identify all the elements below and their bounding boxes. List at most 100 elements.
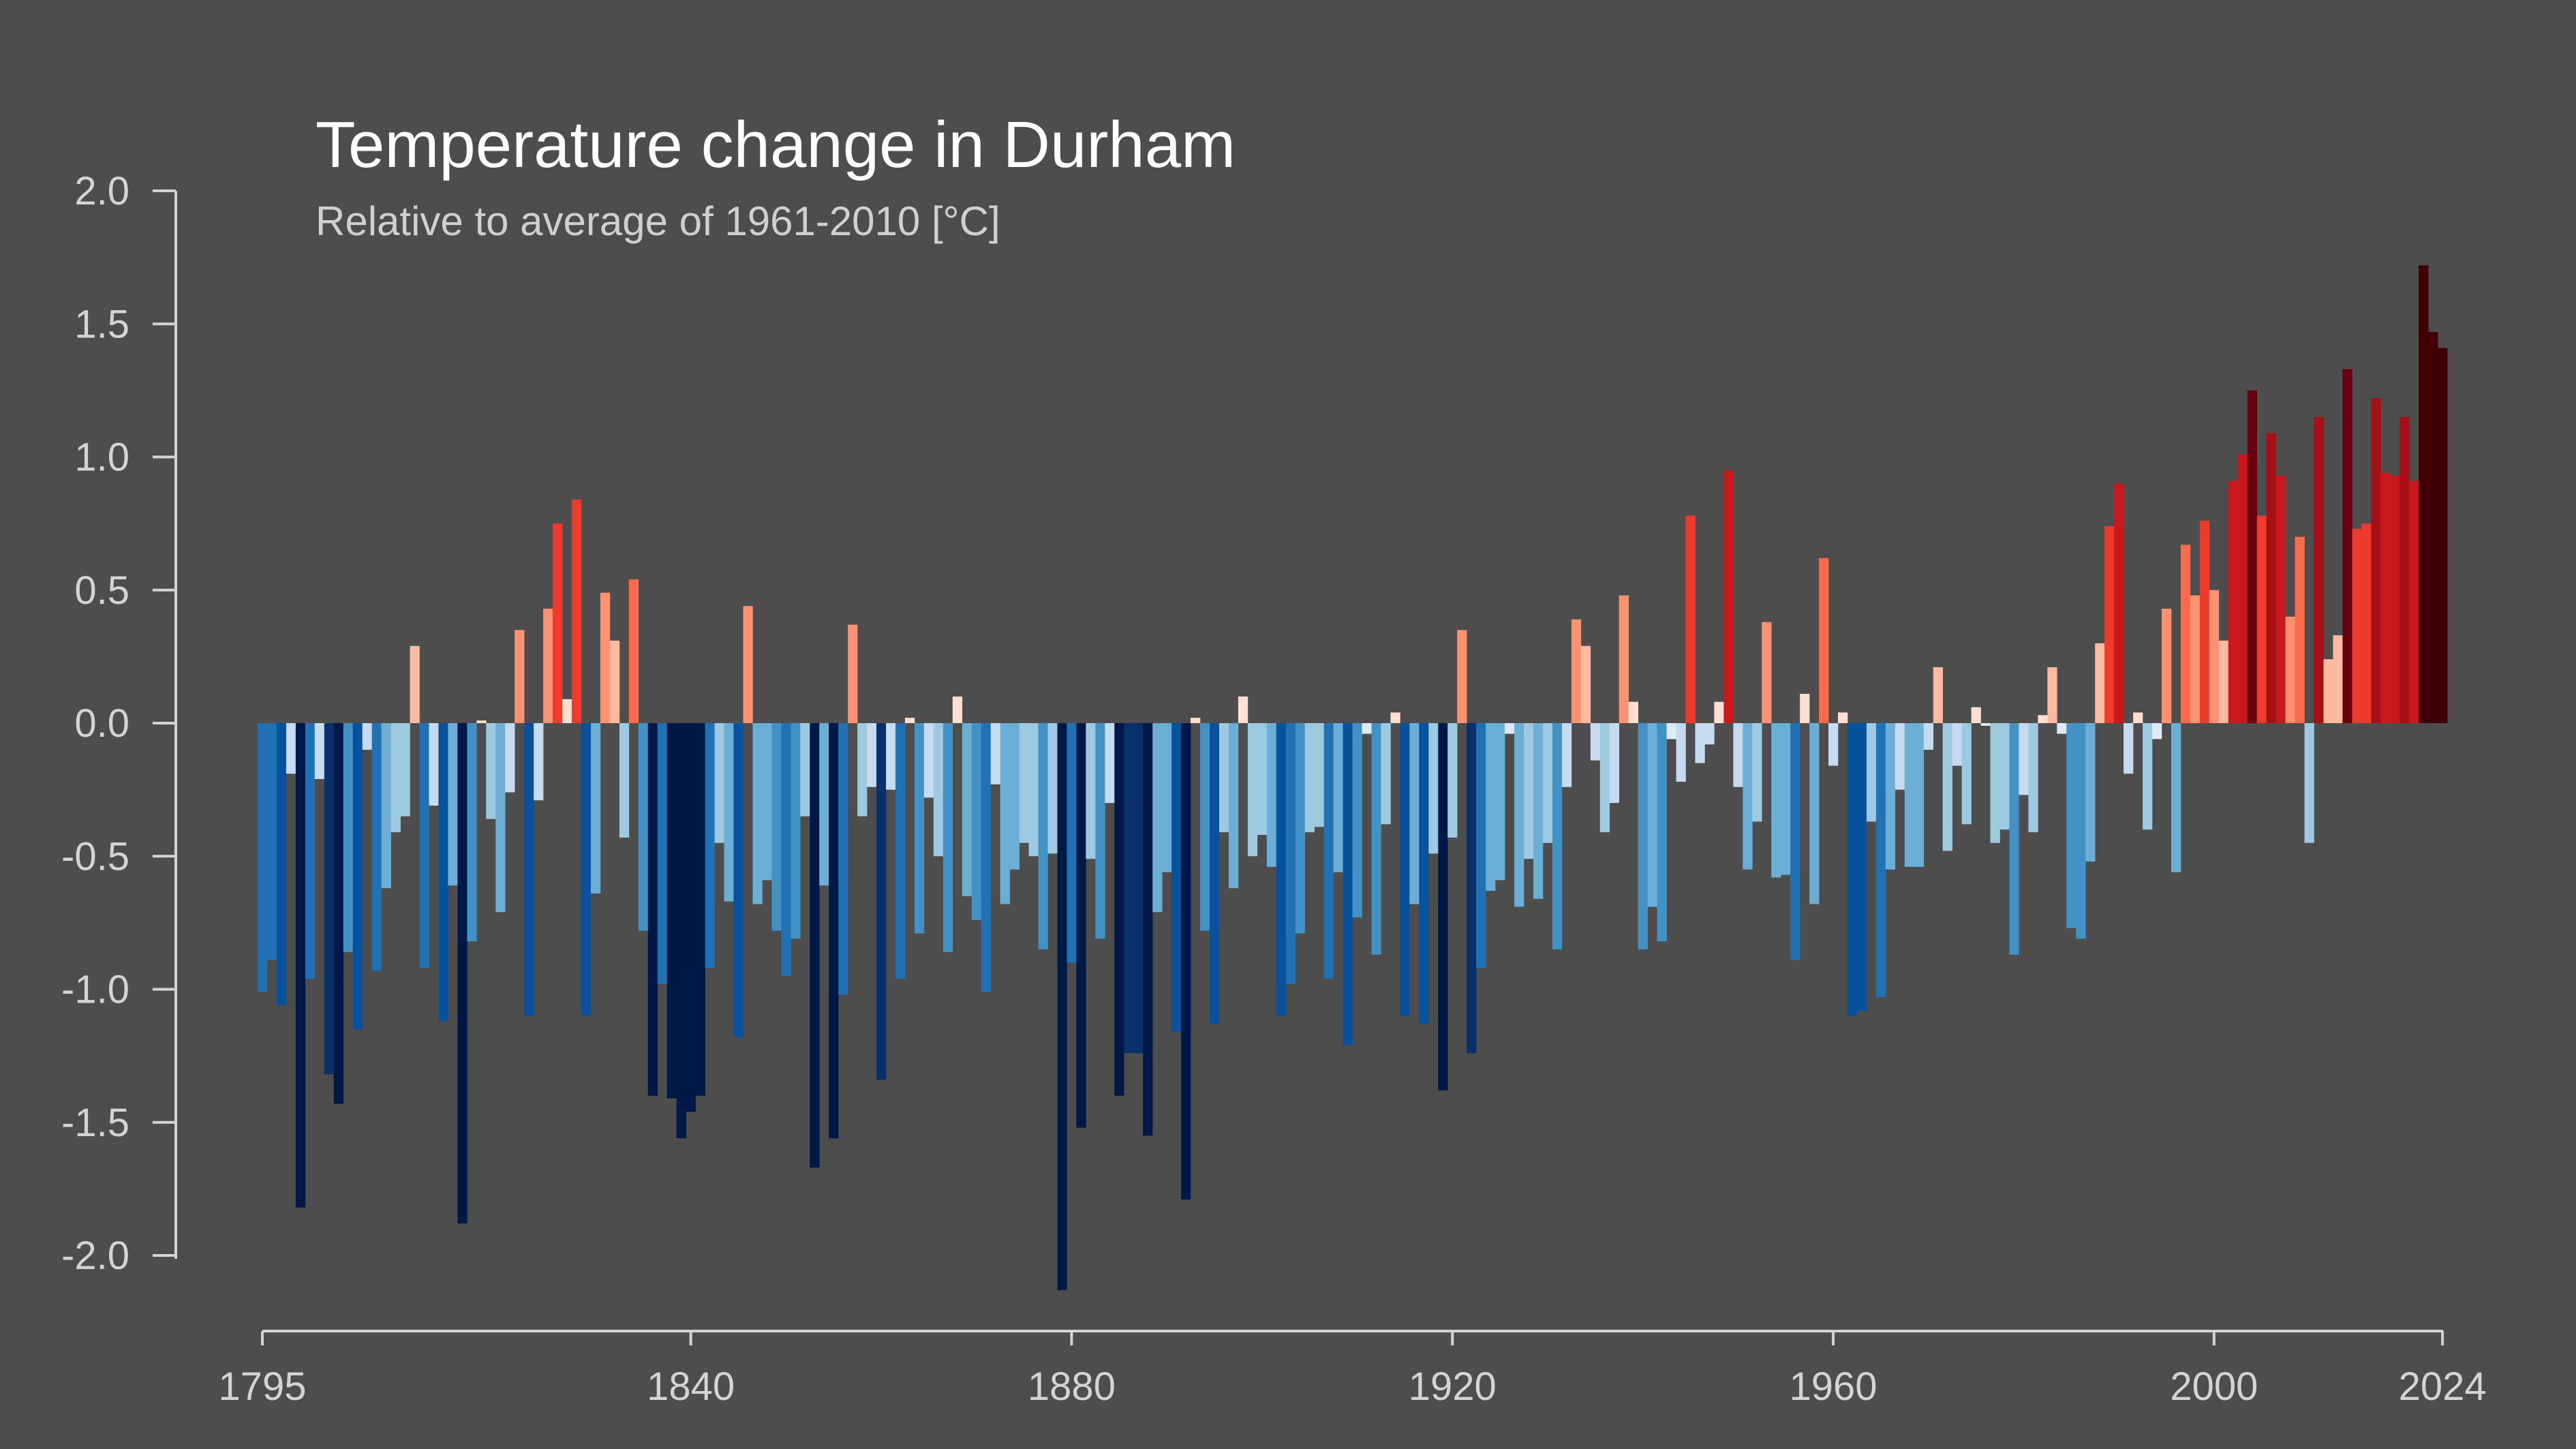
bar-1934: [1580, 645, 1591, 723]
bar-1840: [686, 723, 696, 1112]
bar-1845: [733, 723, 743, 1037]
bar-1904: [1295, 723, 1306, 934]
bar-1950: [1733, 723, 1743, 787]
bar-1864: [914, 723, 925, 934]
bar-1986: [2076, 723, 2086, 939]
bar-1891: [1171, 723, 1182, 1032]
y-tick-label: -2.0: [61, 1234, 129, 1278]
bar-1935: [1590, 723, 1601, 761]
bar-1880: [1067, 723, 1077, 963]
bar-1944: [1676, 723, 1686, 782]
bar-1828: [572, 499, 582, 723]
bar-1952: [1752, 723, 1762, 822]
bar-1827: [562, 699, 572, 723]
bar-1847: [752, 723, 763, 904]
bar-2004: [2247, 390, 2258, 724]
bar-1814: [438, 723, 448, 1022]
bar-1928: [1524, 723, 1534, 859]
bar-1949: [1723, 470, 1734, 723]
bar-1886: [1124, 723, 1134, 1054]
bar-1939: [1628, 701, 1638, 723]
bar-1911: [1362, 723, 1372, 734]
bar-1941: [1647, 723, 1657, 907]
bar-1977: [1990, 723, 2000, 843]
bar-1853: [810, 723, 820, 1168]
bar-1862: [895, 723, 906, 979]
y-tick-label: 2.0: [74, 169, 129, 213]
bar-1916: [1409, 723, 1420, 904]
bar-1978: [1999, 723, 2010, 830]
bar-2016: [2361, 523, 2372, 724]
bar-1903: [1285, 723, 1296, 984]
bar-1892: [1181, 723, 1191, 1200]
bar-1956: [1790, 723, 1800, 960]
bar-1908: [1333, 723, 1343, 872]
bar-1983: [2047, 667, 2057, 723]
bar-1825: [543, 609, 553, 723]
bar-1988: [2095, 643, 2105, 723]
bar-1962: [1847, 723, 1858, 1016]
bar-1858: [857, 723, 868, 817]
bar-1863: [904, 718, 915, 723]
bar-1881: [1076, 723, 1086, 1128]
bar-1938: [1619, 595, 1629, 723]
bar-1868: [952, 696, 963, 723]
bar-1967: [1895, 723, 1905, 790]
bar-1888: [1143, 723, 1153, 1136]
bar-1930: [1542, 723, 1553, 843]
bar-1991: [2123, 723, 2134, 774]
bars-group: [258, 265, 2448, 1290]
bar-2011: [2314, 416, 2324, 723]
bar-2001: [2218, 640, 2229, 723]
bar-1832: [609, 640, 620, 723]
y-tick-label: 1.5: [74, 302, 129, 346]
bar-1919: [1438, 723, 1448, 1090]
y-tick-label: 0.0: [74, 701, 129, 746]
bar-1860: [876, 723, 887, 1080]
y-tick-label: -1.5: [61, 1101, 129, 1145]
bar-1910: [1352, 723, 1362, 918]
bar-1795: [258, 723, 268, 992]
bar-1885: [1114, 723, 1124, 1096]
bar-1894: [1200, 723, 1210, 931]
bar-1914: [1390, 712, 1400, 723]
bar-1999: [2199, 521, 2210, 723]
bar-1909: [1343, 723, 1353, 1046]
bar-1936: [1599, 723, 1610, 833]
bar-1872: [990, 723, 1000, 784]
bar-1807: [371, 723, 382, 971]
bar-1937: [1609, 723, 1620, 804]
bar-1922: [1467, 723, 1477, 1054]
bar-1945: [1685, 515, 1696, 723]
bar-2000: [2209, 590, 2220, 723]
bar-2003: [2237, 454, 2248, 724]
bar-2014: [2342, 369, 2352, 723]
bar-1946: [1695, 723, 1705, 763]
x-tick-label: 1880: [1028, 1364, 1116, 1409]
bar-1898: [1238, 696, 1248, 723]
bar-1803: [333, 723, 344, 1104]
bar-1964: [1866, 723, 1877, 822]
bar-1882: [1086, 723, 1096, 859]
bar-1867: [942, 723, 953, 952]
bar-1843: [714, 723, 724, 843]
bar-1852: [800, 723, 810, 817]
bar-1921: [1457, 630, 1467, 723]
bar-1968: [1904, 723, 1915, 867]
y-tick-label: 0.5: [74, 568, 129, 613]
bar-1839: [676, 723, 686, 1139]
bar-1887: [1133, 723, 1144, 1054]
bar-2020: [2399, 416, 2410, 723]
bar-1874: [1009, 723, 1019, 870]
bar-1799: [295, 723, 306, 1208]
bar-1796: [266, 723, 277, 960]
bar-1971: [1933, 667, 1944, 723]
bar-1893: [1191, 718, 1201, 723]
chart-title: Temperature change in Durham: [316, 108, 1236, 181]
bar-1996: [2171, 723, 2181, 872]
bar-1870: [971, 723, 982, 920]
bar-1861: [886, 723, 896, 790]
bar-1877: [1038, 723, 1048, 949]
bar-1958: [1809, 723, 1820, 904]
bar-1994: [2152, 723, 2162, 739]
